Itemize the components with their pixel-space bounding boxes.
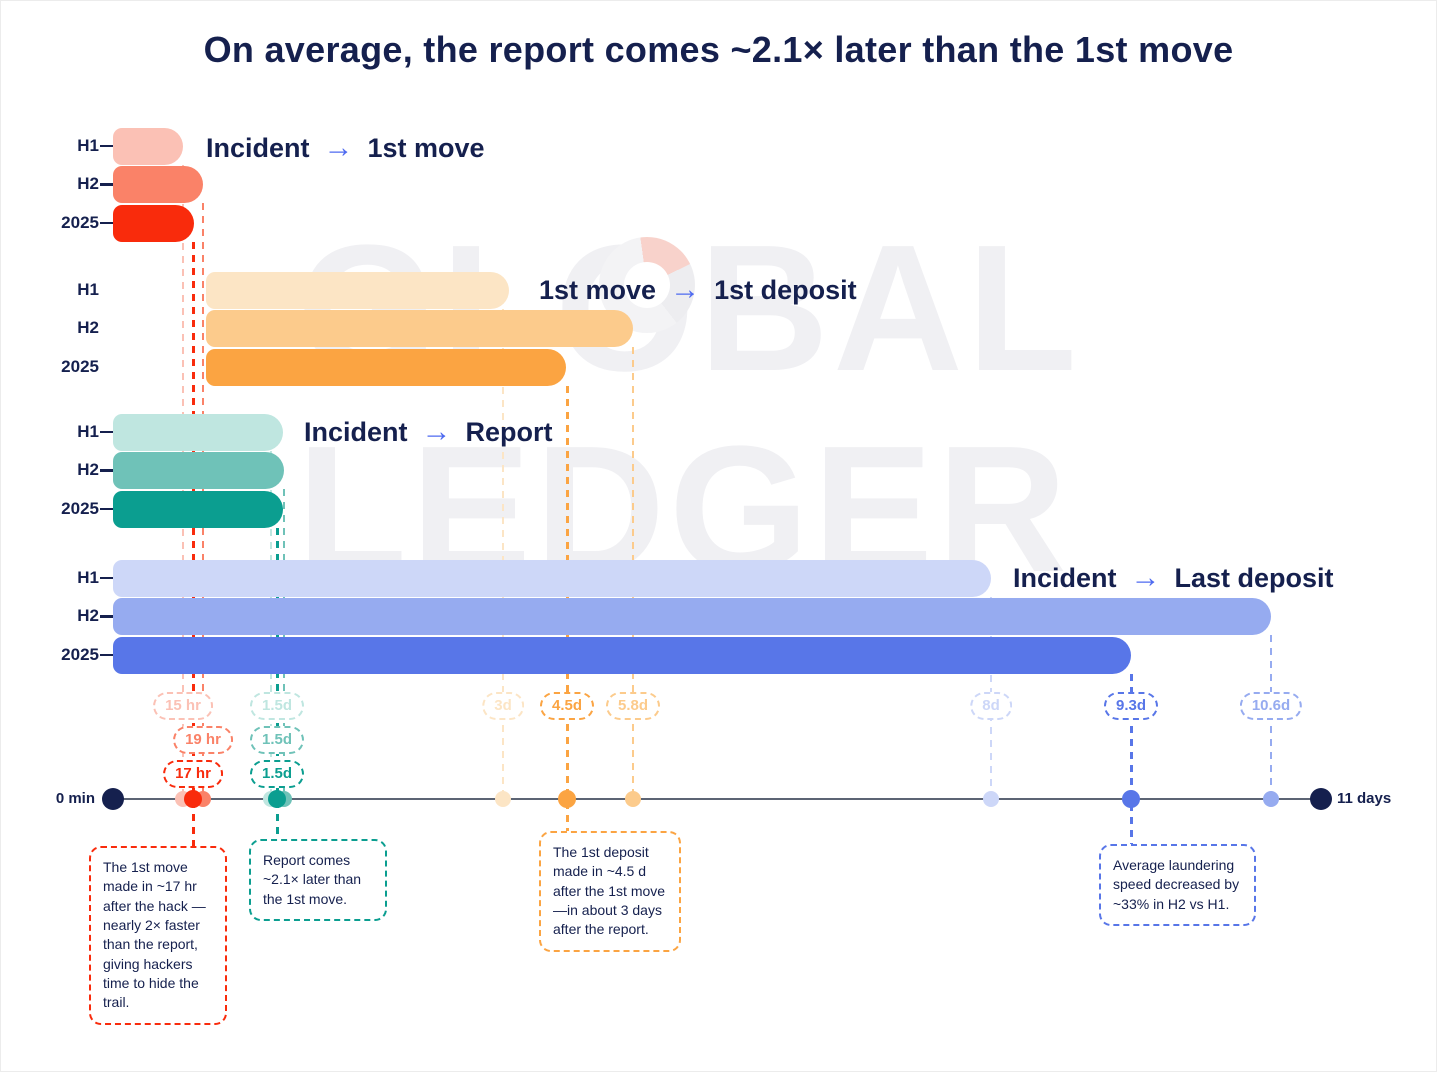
annotation-first-move: The 1st move made in ~17 hr after the ha… <box>89 846 227 1025</box>
timeline-axis <box>113 798 1321 800</box>
annotation-report: Report comes ~2.1× later than the 1st mo… <box>249 839 387 921</box>
group-title-from: Incident <box>206 133 310 163</box>
annotation-text: The 1st deposit made in ~4.5 d after the… <box>553 844 666 938</box>
arrow-right-icon: → <box>323 131 354 164</box>
annotation-first-deposit: The 1st deposit made in ~4.5 d after the… <box>539 831 681 952</box>
bar-incident-report-2025 <box>113 490 283 528</box>
leader-line <box>502 308 504 799</box>
group-title-from: Incident <box>1013 563 1117 593</box>
arrow-right-icon: → <box>670 273 701 306</box>
group-title-incident-last-deposit: Incident → Last deposit <box>1013 559 1334 597</box>
duration-pill: 3d <box>482 692 524 720</box>
annotation-text: Report comes ~2.1× later than the 1st mo… <box>263 852 362 907</box>
bar-1st-move-1st-deposit-h2 <box>206 310 633 347</box>
axis-start-label: 0 min <box>55 790 95 807</box>
group-title-to: Last deposit <box>1174 563 1334 593</box>
bar-incident-report-h1 <box>113 413 283 451</box>
row-tick <box>100 430 114 433</box>
duration-pill: 1.5d <box>249 726 305 754</box>
bar-incident-last-deposit-h1 <box>113 559 991 597</box>
row-label-H2: H2 <box>77 318 99 337</box>
annotation-text: The 1st move made in ~17 hr after the ha… <box>103 859 206 1011</box>
axis-dot <box>558 790 576 808</box>
duration-pill: 17 hr <box>163 760 223 788</box>
row-tick <box>100 576 114 579</box>
axis-dot <box>495 791 511 807</box>
axis-dot <box>1263 791 1279 807</box>
row-tick <box>100 507 114 510</box>
row-tick <box>100 615 114 618</box>
row-label-H1: H1 <box>77 135 99 155</box>
row-label-2025: 2025 <box>61 356 99 376</box>
group-title-to: Report <box>465 417 553 447</box>
duration-pill: 1.5d <box>249 760 305 788</box>
row-tick <box>100 183 114 186</box>
row-label-H2: H2 <box>77 606 99 625</box>
leader-line <box>191 241 195 846</box>
duration-pill: 9.3d <box>1103 692 1159 720</box>
row-label-H2: H2 <box>77 174 99 193</box>
row-tick <box>100 221 114 224</box>
bar-incident-1st-move-h1 <box>113 127 183 165</box>
leader-line <box>1129 673 1133 844</box>
duration-pill: 19 hr <box>173 726 233 754</box>
row-tick <box>100 144 114 147</box>
row-tick <box>100 469 114 472</box>
page-title: On average, the report comes ~2.1× later… <box>203 29 1234 70</box>
axis-end-dot <box>1310 788 1332 810</box>
axis-start-dot <box>102 788 124 810</box>
axis-dot <box>625 791 641 807</box>
duration-pill: 1.5d <box>249 692 305 720</box>
duration-pill: 10.6d <box>1239 692 1303 720</box>
bar-1st-move-1st-deposit-h1 <box>206 271 509 309</box>
group-title-from: Incident <box>304 417 408 447</box>
axis-dot <box>1122 790 1140 808</box>
row-label-2025: 2025 <box>61 498 99 518</box>
arrow-right-icon: → <box>421 415 452 448</box>
axis-end-label: 11 days <box>1337 790 1392 807</box>
bar-incident-last-deposit-h2 <box>113 598 1271 635</box>
bar-incident-report-h2 <box>113 452 284 489</box>
row-label-H2: H2 <box>77 460 99 479</box>
row-label-H1: H1 <box>77 421 99 441</box>
duration-pill: 15 hr <box>153 692 213 720</box>
axis-dot <box>983 791 999 807</box>
group-title-to: 1st deposit <box>714 275 857 305</box>
axis-dot <box>268 790 286 808</box>
duration-pill: 4.5d <box>539 692 595 720</box>
group-title-1st-move-1st-deposit: 1st move → 1st deposit <box>539 271 857 309</box>
group-title-incident-1st-move: Incident → 1st move <box>206 129 485 167</box>
annotation-laundering-speed: Average laundering speed decreased by ~3… <box>1099 844 1256 926</box>
row-tick <box>100 653 114 656</box>
row-label-H1: H1 <box>77 567 99 587</box>
axis-dot <box>184 790 202 808</box>
duration-pill: 8d <box>970 692 1012 720</box>
bar-incident-last-deposit-2025 <box>113 636 1131 674</box>
group-title-to: 1st move <box>367 133 485 163</box>
arrow-right-icon: → <box>1130 561 1161 594</box>
group-title-incident-report: Incident → Report <box>304 413 553 451</box>
bar-incident-1st-move-2025 <box>113 204 194 242</box>
bar-incident-1st-move-h2 <box>113 166 203 203</box>
bar-1st-move-1st-deposit-2025 <box>206 348 566 386</box>
row-label-2025: 2025 <box>61 212 99 232</box>
group-title-from: 1st move <box>539 275 657 305</box>
row-label-2025: 2025 <box>61 644 99 664</box>
duration-pill: 5.8d <box>605 692 661 720</box>
row-label-H1: H1 <box>77 279 99 299</box>
leader-line <box>275 527 279 839</box>
annotation-text: Average laundering speed decreased by ~3… <box>1113 857 1240 912</box>
